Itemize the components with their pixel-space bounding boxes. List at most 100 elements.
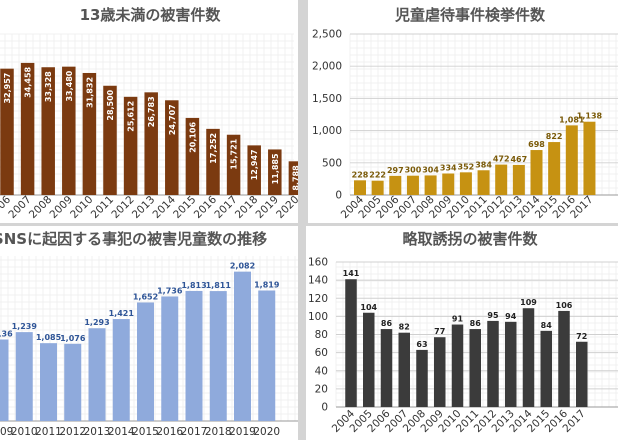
chart-panel-abuse: 児童虐待事件検挙件数 0 500 1,000 1,500 2,000 2,500 228 200… — [308, 0, 618, 223]
data-label: 33,480 — [65, 70, 74, 101]
bar — [268, 149, 282, 195]
chart-kidnapping-victims: 略取誘拐の被害件数0204060801001201401601412004104… — [306, 226, 618, 440]
bar — [487, 320, 499, 407]
bar — [406, 175, 419, 195]
data-label: 467 — [510, 155, 527, 164]
bar — [548, 142, 561, 195]
bar — [345, 279, 357, 407]
data-label: 222 — [369, 171, 386, 180]
bar — [20, 62, 35, 196]
bar — [512, 164, 525, 195]
data-label: 1,652 — [133, 292, 158, 301]
chart-title: 略取誘拐の被害件数 — [402, 230, 538, 248]
data-label: 1,813 — [181, 281, 206, 290]
data-label: 1,081 — [559, 115, 585, 124]
bar — [477, 170, 490, 195]
data-label: 334 — [440, 163, 457, 172]
data-label: 31,832 — [85, 77, 94, 108]
bar — [88, 328, 106, 421]
bar — [389, 175, 402, 195]
data-label: 86 — [381, 319, 393, 328]
bar — [165, 100, 179, 195]
bar — [469, 329, 481, 407]
data-label: 1,239 — [12, 322, 38, 331]
data-label: 63 — [416, 340, 427, 349]
data-label: 472 — [493, 155, 510, 164]
bar — [247, 145, 261, 195]
y-tick-label: 100 — [308, 311, 328, 323]
bar — [123, 96, 138, 195]
bar — [209, 291, 227, 421]
bar — [363, 312, 375, 407]
data-label: 106 — [556, 301, 573, 310]
data-label: 1,736 — [157, 286, 183, 295]
bar — [144, 92, 158, 195]
data-label: 32,957 — [3, 73, 12, 104]
x-tick-label: 2014 — [108, 426, 135, 438]
x-tick-label: 2009 — [0, 426, 13, 438]
bar — [112, 319, 130, 421]
data-label: 352 — [458, 162, 475, 171]
bar — [103, 85, 117, 195]
x-tick-label: 2019 — [229, 426, 256, 438]
data-label: 33,328 — [44, 71, 53, 102]
x-tick-label: 2010 — [11, 426, 38, 438]
y-tick-label: 1,000 — [312, 125, 342, 137]
bar — [288, 161, 298, 195]
data-label: 698 — [528, 140, 545, 149]
chart-title: 児童虐待事件検挙件数 — [394, 6, 546, 24]
x-tick-label: 2020 — [253, 426, 280, 438]
data-label: 77 — [434, 327, 445, 336]
data-label: 2,082 — [230, 262, 255, 271]
data-label: 11,885 — [271, 153, 280, 184]
x-tick-label: 2015 — [132, 426, 159, 438]
data-label: 1,085 — [36, 333, 62, 342]
bar — [371, 180, 384, 195]
bar — [206, 128, 220, 195]
bar — [15, 332, 33, 421]
y-tick-label: 1,500 — [312, 93, 342, 105]
bar — [558, 310, 570, 407]
data-label: 24,707 — [168, 104, 177, 135]
bar — [40, 343, 57, 421]
bar — [185, 117, 200, 195]
bar — [82, 72, 97, 195]
chart-panel-under13: 13歳未満の被害件数 32,957 2006 34,458 2007 33,328 2008… — [0, 0, 298, 223]
bar — [41, 67, 55, 195]
x-tick-label: 2018 — [205, 426, 232, 438]
y-tick-label: 2,500 — [312, 29, 342, 41]
data-label: 12,947 — [250, 149, 259, 180]
data-label: 8,788 — [291, 165, 298, 191]
grid — [349, 33, 618, 196]
bar — [354, 180, 366, 195]
x-tick-label: 2012 — [59, 426, 86, 438]
bar — [442, 173, 455, 195]
data-label: 109 — [520, 298, 537, 307]
data-label: 1,076 — [60, 334, 86, 343]
chart-panel-kidnapping: 略取誘拐の被害件数 0 20 40 60 80 100 120 140 160 141 2004 104… — [306, 226, 618, 440]
bar — [226, 134, 241, 195]
data-label: 104 — [360, 303, 377, 312]
bar — [565, 125, 578, 195]
data-label: 297 — [387, 166, 404, 175]
bar — [434, 337, 446, 407]
chart-child-abuse-arrests: 児童虐待事件検挙件数05001,0001,5002,0002,500228200… — [308, 0, 618, 223]
bar — [576, 341, 588, 407]
data-label: 91 — [452, 315, 464, 324]
data-label: 26,783 — [147, 96, 156, 127]
bar — [137, 302, 154, 421]
data-label: 228 — [352, 170, 369, 179]
x-tick-label: 2013 — [84, 426, 111, 438]
data-label: 72 — [576, 332, 587, 341]
bar — [530, 150, 543, 195]
y-tick-label: 120 — [308, 293, 328, 305]
data-label: 300 — [405, 166, 422, 175]
data-label: 28,500 — [106, 89, 115, 120]
y-tick-label: 2,000 — [312, 61, 342, 73]
bar — [416, 349, 428, 407]
y-tick-label: 20 — [315, 383, 328, 395]
data-label: 20,106 — [188, 121, 197, 152]
bar — [522, 308, 535, 407]
y-tick-label: 500 — [322, 157, 342, 169]
bar — [0, 68, 14, 195]
